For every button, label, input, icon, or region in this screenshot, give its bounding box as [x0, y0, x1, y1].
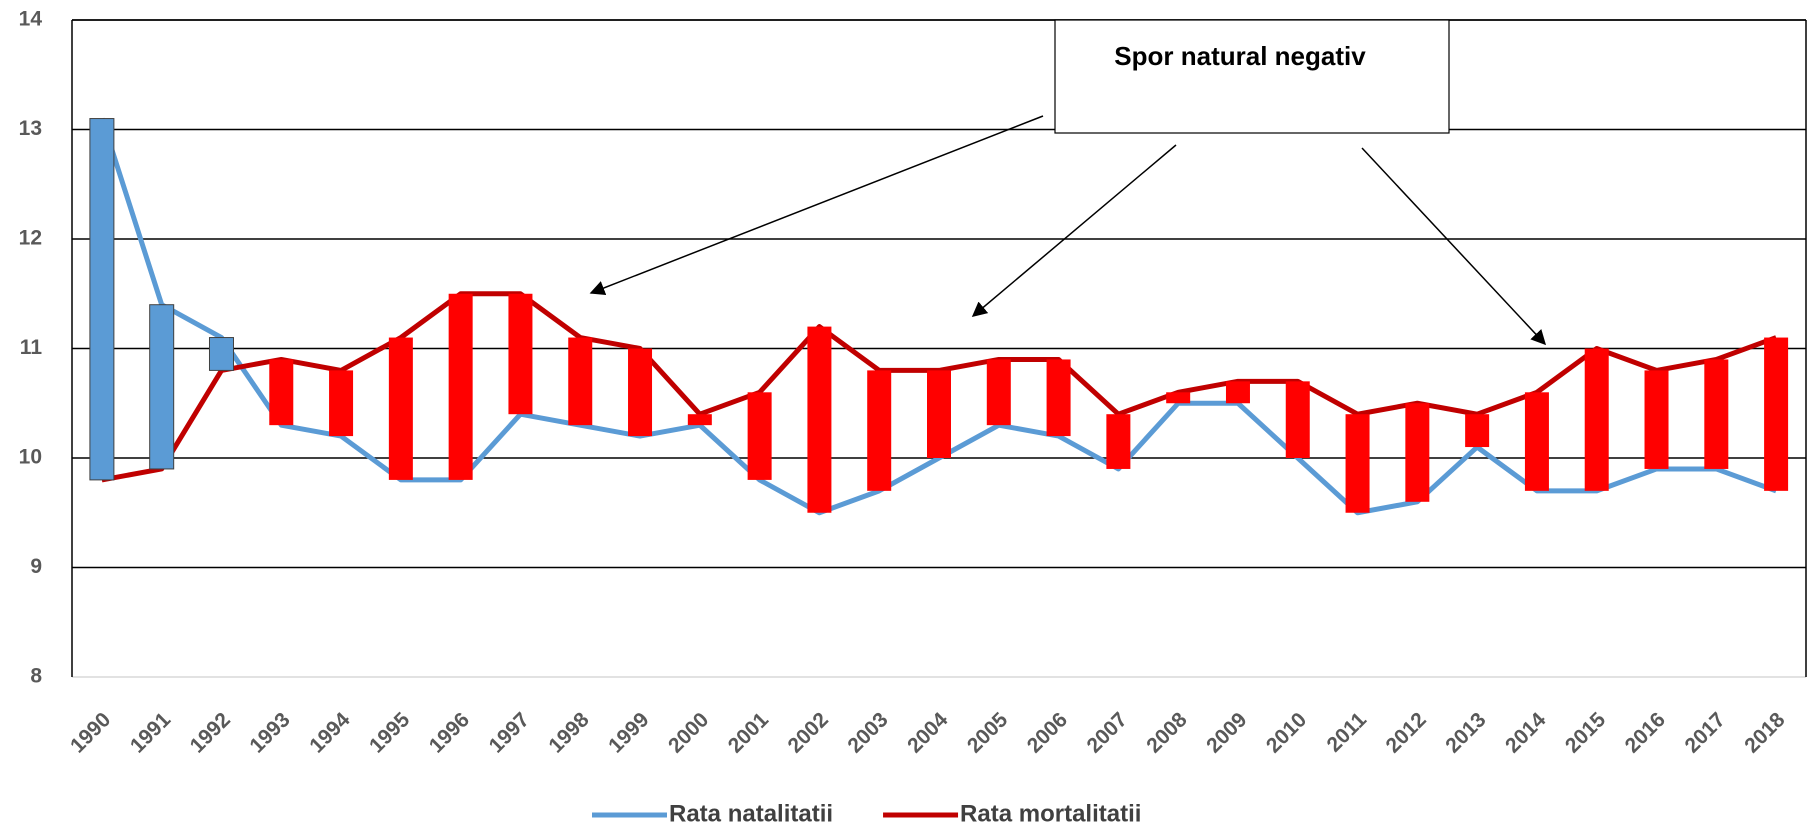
x-tick-label: 2004: [903, 708, 953, 758]
x-tick-label: 1992: [186, 708, 235, 757]
x-tick-label: 2005: [963, 708, 1013, 758]
y-tick-label: 14: [19, 8, 43, 31]
x-tick-label: 2013: [1441, 708, 1490, 757]
x-tick-label: 2018: [1740, 708, 1790, 758]
down-bar: [687, 414, 712, 426]
annotation-text: Spor natural negativ: [1114, 41, 1366, 71]
arrow: [971, 144, 1177, 317]
up-bar: [149, 304, 175, 470]
y-tick-label: 12: [19, 227, 42, 250]
x-tick-label: 2017: [1680, 708, 1729, 757]
plot-area: 8 9 10 11 12 13 14 1990 1991 1992 1993 1994 1995 1996…: [19, 8, 1807, 827]
x-tick-label: 2006: [1023, 708, 1072, 757]
down-bar: [807, 326, 832, 513]
down-bar: [628, 348, 653, 437]
x-tick-label: 2003: [843, 708, 892, 757]
down-bar: [1345, 414, 1370, 513]
down-bar: [329, 370, 354, 437]
down-bar: [1465, 414, 1490, 448]
down-bar: [1046, 359, 1071, 437]
down-bar: [1524, 392, 1549, 491]
legend-label: Rata natalitatii: [669, 800, 833, 827]
down-bar: [1106, 414, 1131, 469]
down-bar: [388, 337, 413, 480]
y-tick-label: 8: [30, 665, 42, 688]
x-tick-label: 2011: [1323, 708, 1372, 757]
x-tick-label: 2010: [1262, 708, 1311, 757]
x-tick-label: 1996: [425, 708, 474, 757]
down-bar: [269, 359, 294, 426]
down-bar: [508, 293, 533, 415]
x-tick-label: 1993: [245, 708, 294, 757]
x-tick-label: 2007: [1083, 708, 1132, 757]
arrow: [1361, 147, 1547, 346]
annotation-box: [1054, 19, 1450, 134]
down-bar: [747, 392, 772, 480]
x-tick-label: 1994: [305, 708, 355, 758]
down-bar: [1704, 359, 1729, 469]
down-bar: [986, 359, 1011, 426]
down-bar: [1584, 348, 1609, 491]
x-tick-label: 2015: [1561, 708, 1611, 758]
x-tick-label: 2012: [1382, 708, 1431, 757]
x-tick-label: 1991: [126, 708, 176, 758]
y-tick-label: 9: [30, 555, 42, 578]
down-bar: [1764, 337, 1789, 491]
down-bar: [1225, 381, 1250, 404]
y-tick-label: 11: [20, 336, 43, 359]
x-tick-label: 2002: [784, 708, 833, 757]
x-tick-label: 1997: [485, 708, 534, 757]
annotation: Spor natural negativ: [589, 19, 1547, 346]
y-tick-label: 10: [19, 446, 42, 469]
down-bar: [867, 370, 892, 491]
x-tick-label: 2014: [1501, 708, 1551, 758]
down-bar: [568, 337, 593, 426]
x-tick-label: 2001: [724, 708, 774, 758]
down-bar: [1644, 370, 1669, 469]
x-tick-label: 2016: [1621, 708, 1670, 757]
x-tick-label: 1995: [365, 708, 415, 758]
up-bar: [89, 118, 115, 481]
x-tick-label: 1990: [66, 708, 115, 757]
up-bar: [208, 337, 234, 371]
x-tick-label: 1999: [604, 708, 653, 757]
x-tick-label: 2000: [664, 708, 713, 757]
y-tick-label: 13: [19, 117, 42, 140]
down-bar: [927, 370, 951, 458]
arrow: [589, 115, 1044, 296]
legend-label: Rata mortalitatii: [960, 800, 1141, 827]
down-bar: [1405, 403, 1430, 502]
x-tick-label: 2009: [1202, 708, 1251, 757]
down-bar: [1166, 392, 1191, 404]
x-tick-label: 1998: [544, 708, 594, 758]
x-tick-label: 2008: [1142, 708, 1192, 758]
down-bar: [448, 293, 473, 480]
down-bar: [1285, 381, 1310, 458]
